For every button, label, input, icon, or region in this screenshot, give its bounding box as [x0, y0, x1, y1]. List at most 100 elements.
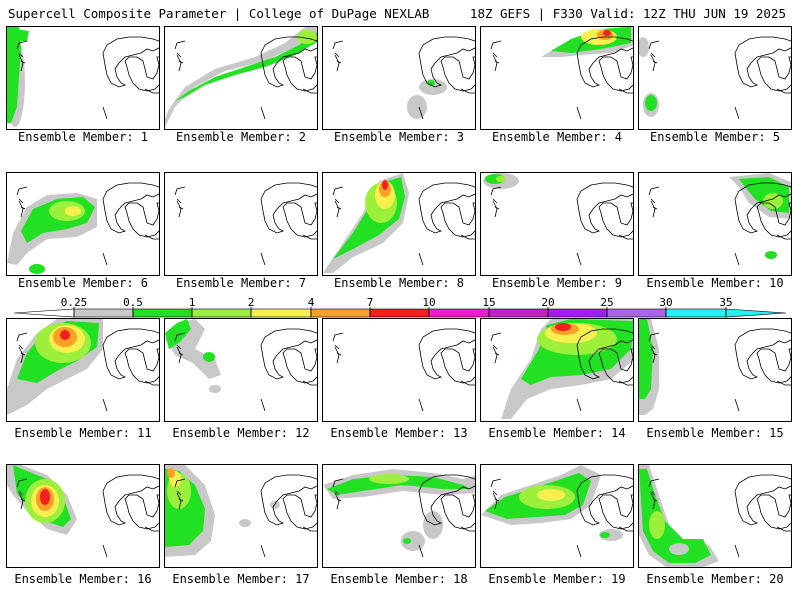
member-map-panel — [164, 318, 318, 422]
legend-tick-label: 25 — [600, 296, 614, 309]
legend-tick-label: 10 — [422, 296, 436, 309]
ensemble-member-label: Ensemble Member: 11 — [14, 426, 152, 440]
member-map-panel — [6, 172, 160, 276]
great-lakes-outline — [16, 328, 159, 386]
great-lakes-outline — [490, 182, 633, 240]
ensemble-member-label: Ensemble Member: 18 — [330, 572, 468, 586]
member-map-panel — [638, 464, 792, 568]
boundary-marks — [176, 52, 266, 120]
legend-tick-label: 35 — [719, 296, 733, 309]
ensemble-member-label: Ensemble Member: 3 — [333, 130, 465, 144]
legend-tick-label: 7 — [366, 296, 374, 309]
legend-tick-label: 30 — [659, 296, 673, 309]
legend-tick-label: 20 — [541, 296, 555, 309]
boundary-marks — [334, 490, 424, 558]
member-map-panel — [638, 26, 792, 130]
scp-contour-red — [603, 30, 611, 36]
boundary-marks — [650, 344, 740, 412]
ensemble-member-label: Ensemble Member: 14 — [488, 426, 626, 440]
member-map-panel — [6, 26, 160, 130]
legend-color-segment — [725, 308, 787, 318]
scp-contour-red — [60, 330, 70, 340]
boundary-marks — [334, 52, 424, 120]
scp-contour-yellow — [537, 489, 565, 501]
scp-contour-lightgreen — [649, 511, 665, 539]
scp-contour-green — [427, 80, 435, 86]
scp-contour-green — [645, 95, 657, 111]
scp-contour-red — [555, 323, 571, 331]
legend-color-segment — [310, 308, 371, 318]
great-lakes-outline — [16, 182, 159, 240]
scp-contour-gray — [165, 27, 317, 127]
scp-contour-lightgreen — [763, 193, 783, 209]
ensemble-member-label: Ensemble Member: 1 — [17, 130, 149, 144]
scp-contour-green — [327, 475, 471, 495]
scp-contour-green — [7, 27, 21, 123]
ensemble-member-label: Ensemble Member: 19 — [488, 572, 626, 586]
ensemble-member-label: Ensemble Member: 7 — [175, 276, 307, 290]
boundary-marks — [334, 198, 424, 266]
boundary-marks — [18, 490, 108, 558]
great-lakes-outline — [174, 474, 317, 532]
ensemble-member-label: Ensemble Member: 16 — [14, 572, 152, 586]
scp-contour-gray — [239, 519, 251, 527]
scp-contour-gray — [407, 95, 427, 119]
legend-color-segment — [665, 308, 727, 318]
ensemble-member-label: Ensemble Member: 8 — [333, 276, 465, 290]
member-map-panel — [322, 172, 476, 276]
scp-contour-gray — [423, 511, 443, 539]
member-map-panel — [164, 172, 318, 276]
scp-contour-lightgreen — [297, 30, 317, 44]
boundary-marks — [650, 198, 740, 266]
scp-contour-green — [765, 251, 777, 259]
scp-contour-green — [203, 352, 215, 362]
boundary-marks — [176, 344, 266, 412]
great-lakes-outline — [174, 328, 317, 386]
scp-contour-green — [403, 538, 411, 544]
member-map-panel — [6, 318, 160, 422]
member-map-panel — [480, 318, 634, 422]
great-lakes-outline — [174, 36, 317, 94]
scp-contour-yellow — [65, 206, 81, 216]
member-map-panel — [6, 464, 160, 568]
scp-contour-green — [15, 29, 29, 41]
scp-contour-green — [165, 319, 191, 349]
legend-tick-label: 2 — [247, 296, 255, 309]
great-lakes-outline — [332, 36, 475, 94]
color-legend-bar — [13, 307, 787, 318]
ensemble-member-label: Ensemble Member: 20 — [646, 572, 784, 586]
valid-time-label: 18Z GEFS | F330 Valid: 12Z THU JUN 19 20… — [469, 6, 786, 21]
great-lakes-outline — [648, 474, 791, 532]
ensemble-member-label: Ensemble Member: 2 — [175, 130, 307, 144]
great-lakes-outline — [332, 182, 475, 240]
member-map-panel — [322, 464, 476, 568]
great-lakes-outline — [648, 328, 791, 386]
scp-contour-gray — [270, 501, 280, 509]
legend-color-segment — [132, 308, 193, 318]
legend-color-segment — [369, 308, 430, 318]
legend-tick-label: 1 — [188, 296, 196, 309]
boundary-marks — [492, 52, 582, 120]
legend-color-segment — [191, 308, 252, 318]
member-map-panel — [480, 26, 634, 130]
legend-color-segment — [488, 308, 549, 318]
ensemble-member-label: Ensemble Member: 9 — [491, 276, 623, 290]
ensemble-member-label: Ensemble Member: 4 — [491, 130, 623, 144]
ensemble-member-label: Ensemble Member: 5 — [649, 130, 781, 144]
great-lakes-outline — [648, 182, 791, 240]
great-lakes-outline — [174, 182, 317, 240]
member-map-panel — [480, 172, 634, 276]
ensemble-member-label: Ensemble Member: 17 — [172, 572, 310, 586]
ensemble-member-label: Ensemble Member: 15 — [646, 426, 784, 440]
boundary-marks — [492, 490, 582, 558]
legend-color-segment — [547, 308, 608, 318]
scp-contour-green — [29, 264, 45, 274]
member-map-panel — [638, 318, 792, 422]
member-map-panel — [164, 464, 318, 568]
member-map-panel — [638, 172, 792, 276]
boundary-marks — [176, 198, 266, 266]
great-lakes-outline — [490, 328, 633, 386]
member-map-panel — [322, 26, 476, 130]
ensemble-member-label: Ensemble Member: 13 — [330, 426, 468, 440]
legend-color-segment — [250, 308, 312, 318]
